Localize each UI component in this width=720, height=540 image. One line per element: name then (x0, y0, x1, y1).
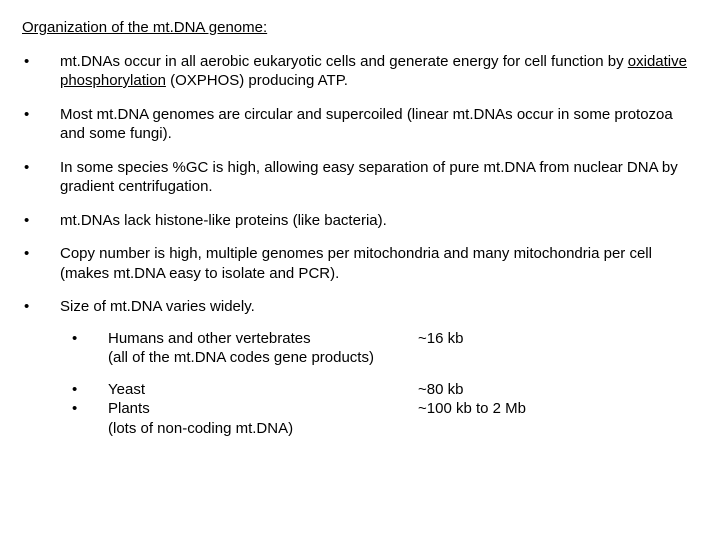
bullet-text: mt.DNAs occur in all aerobic eukaryotic … (60, 52, 698, 91)
sub-bullet-content: Yeast ~80 kb Plants ~100 kb to 2 Mb (lot… (108, 380, 698, 439)
bullet-marker: •• (72, 380, 108, 439)
bullet-text: Copy number is high, multiple genomes pe… (60, 244, 698, 283)
bullet-text: Most mt.DNA genomes are circular and sup… (60, 105, 698, 144)
bullet-text: mt.DNAs lack histone-like proteins (like… (60, 211, 698, 231)
bullet-text: Size of mt.DNA varies widely. (60, 297, 698, 317)
page-title: Organization of the mt.DNA genome: (22, 18, 698, 38)
bullet-item: • In some species %GC is high, allowing … (22, 158, 698, 197)
bullet-item: • mt.DNAs occur in all aerobic eukaryoti… (22, 52, 698, 91)
bullet-item: • Copy number is high, multiple genomes … (22, 244, 698, 283)
bullet-marker: • (22, 244, 60, 283)
sub-note: (lots of non-coding mt.DNA) (108, 419, 698, 439)
sub-bullet-content: Humans and other vertebrates ~16 kb (all… (108, 329, 698, 368)
sub-bullet-item: • Humans and other vertebrates ~16 kb (a… (72, 329, 698, 368)
bullet-item: • Most mt.DNA genomes are circular and s… (22, 105, 698, 144)
bullet-marker: • (22, 158, 60, 197)
bullet-item: • mt.DNAs lack histone-like proteins (li… (22, 211, 698, 231)
sub-size: ~16 kb (418, 329, 698, 349)
bullet-item: • Size of mt.DNA varies widely. (22, 297, 698, 317)
sub-bullet-list: • Humans and other vertebrates ~16 kb (a… (22, 329, 698, 439)
bullet-marker: • (22, 211, 60, 231)
bullet-marker: • (22, 297, 60, 317)
sub-label: Plants (108, 399, 418, 419)
sub-bullet-item: •• Yeast ~80 kb Plants ~100 kb to 2 Mb (… (72, 380, 698, 439)
sub-label: Yeast (108, 380, 418, 400)
bullet-marker: • (22, 52, 60, 91)
sub-size: ~100 kb to 2 Mb (418, 399, 698, 419)
text-part: (OXPHOS) producing ATP. (166, 72, 348, 89)
bullet-marker: • (72, 329, 108, 368)
text-part: mt.DNAs occur in all aerobic eukaryotic … (60, 53, 628, 70)
sub-label: Humans and other vertebrates (108, 329, 418, 349)
sub-size: ~80 kb (418, 380, 698, 400)
sub-note: (all of the mt.DNA codes gene products) (108, 348, 698, 368)
bullet-text: In some species %GC is high, allowing ea… (60, 158, 698, 197)
bullet-marker: • (22, 105, 60, 144)
